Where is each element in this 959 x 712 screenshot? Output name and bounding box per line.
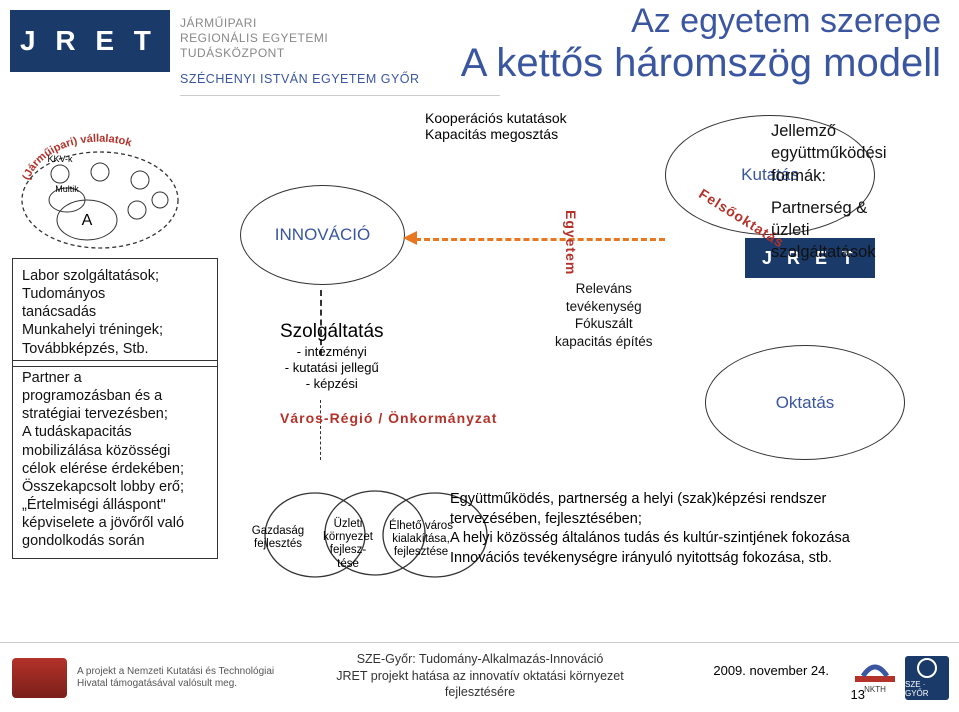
cooperation-paragraph: Együttműködés, partnerség a helyi (szak)… [450, 490, 945, 568]
institute-name: JÁRMŰIPARI REGIONÁLIS EGYETEMI TUDÁSKÖZP… [180, 16, 328, 61]
venn-label-1: Gazdaság fejlesztés [247, 525, 309, 551]
lb2-l3: A tudáskapacitás [22, 423, 208, 441]
service-block: Szolgáltatás - intézményi - kutatási jel… [280, 320, 384, 393]
lb1-l2: tanácsadás [22, 303, 208, 321]
service-i2: - képzési [280, 376, 384, 392]
v1-0: Gazdaság [247, 525, 309, 538]
relev-3: kapacitás építés [555, 333, 653, 351]
oval-okt-text: Oktatás [776, 393, 835, 413]
rb-l6: szolgáltatások [771, 241, 941, 263]
oval-innovation: INNOVÁCIÓ [240, 185, 405, 285]
rb-l1: Jellemző [771, 120, 941, 142]
service-title: Szolgáltatás [280, 320, 384, 344]
relev-1: tevékenység [555, 298, 653, 316]
fc-l2: JRET projekt hatása az innovatív oktatás… [300, 668, 660, 701]
v2-0: Üzleti [317, 518, 379, 531]
sze-logo-text: SZE · GYŐR [905, 680, 949, 698]
lb1-l1: Tudományos [22, 285, 208, 303]
lb2-l0: Partner a [22, 369, 208, 387]
v3-1: kialakítása, [385, 533, 457, 546]
coop-1: tervezésében, fejlesztésében; [450, 510, 945, 530]
relev-0: Releváns [555, 280, 653, 298]
rb-l3: formák: [771, 165, 941, 187]
cooperation-label: Kooperációs kutatások Kapacitás megosztá… [425, 110, 567, 142]
koop-l1: Kooperációs kutatások [425, 110, 567, 126]
university-name: SZÉCHENYI ISTVÁN EGYETEM GYŐR [180, 72, 420, 86]
svg-text:Multik: Multik [55, 184, 79, 194]
slide-title: Az egyetem szerepe A kettős háromszög mo… [461, 2, 941, 86]
v2-1: környezet [317, 531, 379, 544]
pazmany-logo-icon [12, 658, 67, 698]
v2-3: tése [317, 558, 379, 571]
title-line1: Az egyetem szerepe [461, 2, 941, 41]
venn-label-2: Üzleti környezet fejlesz- tése [317, 518, 379, 571]
coop-0: Együttműködés, partnerség a helyi (szak)… [450, 490, 945, 510]
lb2-l1: programozásban és a [22, 387, 208, 405]
institute-line3: TUDÁSKÖZPONT [180, 46, 328, 61]
company-arc-label: (Járműipari) vállalatok [20, 133, 133, 182]
arc-municipality: Város-Régió / Önkormányzat [280, 410, 497, 426]
venn-label-3: Élhető város kialakítása, fejlesztése [385, 520, 457, 560]
slide-footer: A projekt a Nemzeti Kutatási és Technoló… [0, 642, 959, 712]
footer-date: 2009. november 24. [713, 663, 829, 678]
oval-education: Oktatás [705, 345, 905, 460]
lb1-l0: Labor szolgáltatások; [22, 267, 208, 285]
right-text-block: Jellemző együttműködési formák: Partners… [771, 120, 941, 264]
title-line2: A kettős háromszög modell [461, 41, 941, 86]
lb2-l4: mobilizálása közösségi [22, 442, 208, 460]
jret-logo-text: J R E T [20, 25, 170, 57]
footer-left: A projekt a Nemzeti Kutatási és Technoló… [12, 658, 287, 698]
lb2-l5: célok elérése érdekében; [22, 460, 208, 478]
svg-text:(Járműipari) vállalatok: (Járműipari) vállalatok [20, 133, 133, 182]
v2-2: fejlesz- [317, 544, 379, 557]
lb2-l2: stratégiai tervezésben; [22, 405, 208, 423]
left-box-partner: Partner a programozásban és a stratégiai… [12, 360, 218, 559]
header-rule [180, 95, 500, 96]
company-cluster: (Járműipari) vállalatok KKV-k Multik A [12, 122, 187, 252]
sze-logo-icon: SZE · GYŐR [905, 656, 949, 700]
coop-2: A helyi közösség általános tudás és kult… [450, 529, 945, 549]
fc-l1: SZE-Győr: Tudomány-Alkalmazás-Innováció [300, 651, 660, 667]
arrowhead-icon [403, 231, 417, 245]
rb-l4: Partnerség & [771, 197, 941, 219]
rb-l5: üzleti [771, 219, 941, 241]
svg-text:KKV-k: KKV-k [47, 154, 73, 164]
coop-3: Innovációs tevékenységre irányuló nyitot… [450, 549, 945, 569]
lb2-l9: gondolkodás során [22, 532, 208, 550]
jret-logo: J R E T [10, 10, 170, 72]
svg-text:NKTH: NKTH [864, 685, 886, 694]
left-box-services: Labor szolgáltatások; Tudományos tanácsa… [12, 258, 218, 367]
lb2-l8: képviselete a jövőről való [22, 514, 208, 532]
rb-l2: együttműködési [771, 142, 941, 164]
v1-1: fejlesztés [247, 538, 309, 551]
service-i1: - kutatási jellegű [280, 360, 384, 376]
svg-text:A: A [82, 212, 93, 229]
institute-line2: REGIONÁLIS EGYETEMI [180, 31, 328, 46]
dashed-connector-top [415, 238, 665, 241]
slide-header: J R E T JÁRMŰIPARI REGIONÁLIS EGYETEMI T… [0, 0, 959, 108]
koop-l2: Kapacitás megosztás [425, 126, 567, 142]
nkth-logo-icon: NKTH [853, 656, 897, 694]
footer-center: SZE-Győr: Tudomány-Alkalmazás-Innováció … [300, 651, 660, 700]
dashed-connector-v2 [320, 400, 321, 460]
v3-0: Élhető város [385, 520, 457, 533]
institute-line1: JÁRMŰIPARI [180, 16, 328, 31]
lb1-l4: Továbbképzés, Stb. [22, 340, 208, 358]
lb1-l3: Munkahelyi tréningek; [22, 321, 208, 339]
pazmany-text: A projekt a Nemzeti Kutatási és Technoló… [77, 666, 287, 690]
lb2-l6: Összekapcsolt lobby erő; [22, 478, 208, 496]
relev-2: Fókuszált [555, 315, 653, 333]
v3-2: fejlesztése [385, 546, 457, 559]
arc-university: Egyetem [563, 210, 579, 275]
relevance-block: Releváns tevékenység Fókuszált kapacitás… [555, 280, 653, 350]
lb2-l7: „Értelmiségi álláspont" [22, 496, 208, 514]
service-i0: - intézményi [280, 344, 384, 360]
oval-innov-text: INNOVÁCIÓ [275, 225, 370, 245]
